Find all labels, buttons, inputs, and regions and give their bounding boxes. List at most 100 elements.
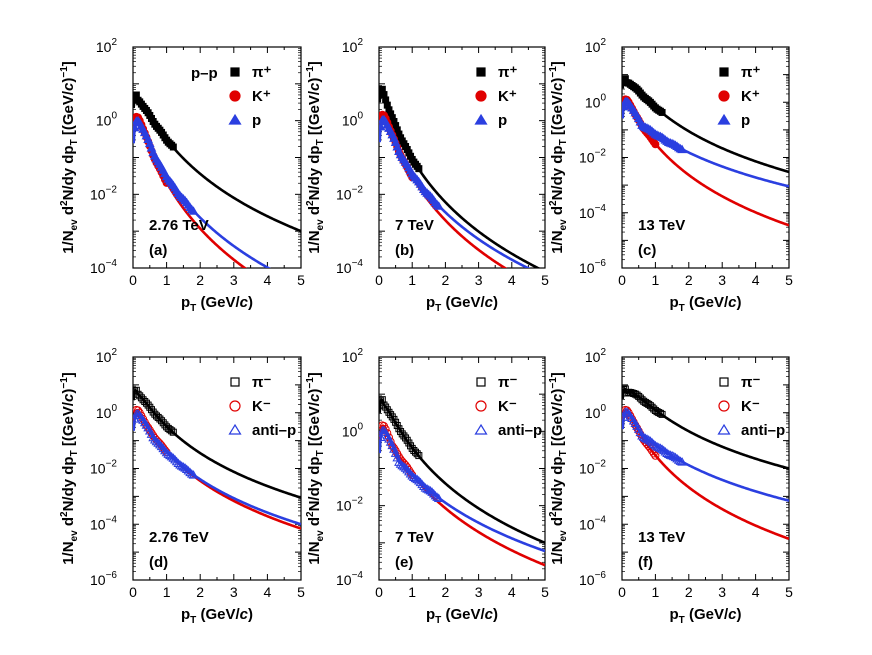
y-tick-label: 102 — [96, 37, 118, 55]
legend-marker — [719, 377, 729, 387]
plot-area — [379, 396, 545, 567]
data-point — [418, 481, 429, 491]
x-tick-label: 4 — [508, 272, 516, 288]
y-axis-label: 1/Nev d2N/dy dpT [(GeV/c)−1] — [305, 372, 326, 565]
energy-label: 7 TeV — [395, 529, 434, 546]
legend-marker — [476, 67, 486, 77]
x-tick-label: 4 — [752, 272, 760, 288]
legend-marker — [719, 67, 729, 77]
data-point — [432, 492, 442, 501]
energy-label: 2.76 TeV — [149, 217, 209, 234]
x-tick-label: 3 — [230, 272, 238, 288]
y-axis-label: 1/Nev d2N/dy dpT [(GeV/c)−1] — [548, 372, 569, 565]
legend-label: π⁻ — [741, 374, 760, 391]
data-point — [169, 143, 177, 151]
legend-marker — [229, 90, 241, 102]
x-tick-label: 1 — [408, 584, 416, 600]
data-point — [168, 427, 176, 435]
data-point — [395, 459, 406, 468]
data-point — [397, 460, 408, 470]
data-point — [181, 464, 192, 473]
data-point — [651, 140, 660, 149]
x-tick-label: 0 — [618, 272, 626, 288]
x-tick-label: 5 — [297, 584, 305, 600]
data-point — [415, 165, 423, 173]
data-point — [153, 438, 164, 447]
y-tick-label: 102 — [585, 37, 607, 55]
x-tick-label: 4 — [752, 584, 760, 600]
data-point — [415, 452, 423, 460]
data-point — [413, 450, 421, 458]
y-tick-label: 10−4 — [336, 258, 363, 276]
data-point — [622, 407, 632, 416]
data-point — [425, 485, 436, 495]
data-point — [645, 436, 656, 445]
data-point — [183, 466, 194, 475]
data-point — [155, 439, 165, 449]
legend-marker — [228, 423, 242, 435]
x-tick-label: 2 — [442, 584, 450, 600]
data-point — [186, 469, 197, 478]
x-tick-label: 2 — [196, 584, 204, 600]
x-tick-label: 3 — [230, 584, 238, 600]
x-tick-label: 5 — [541, 272, 549, 288]
plot-area — [622, 385, 789, 541]
data-point — [400, 463, 411, 472]
x-tick-label: 1 — [652, 272, 660, 288]
legend-label: π⁺ — [498, 64, 517, 81]
x-tick-label: 2 — [196, 272, 204, 288]
legend-label: K⁺ — [252, 88, 271, 105]
legend-label: K⁻ — [741, 398, 760, 415]
x-tick-label: 0 — [375, 272, 383, 288]
data-point — [658, 108, 666, 116]
legend-label: anti–p — [741, 422, 785, 439]
x-axis-label: pT (GeV/c) — [181, 606, 253, 626]
plot-frame — [621, 46, 790, 269]
data-point — [394, 457, 404, 466]
legend-marker — [230, 67, 240, 77]
x-tick-label: 4 — [508, 584, 516, 600]
energy-label: 7 TeV — [395, 217, 434, 234]
legend-marker — [475, 90, 487, 102]
data-point — [657, 444, 667, 453]
data-point — [423, 484, 434, 494]
data-point — [169, 428, 177, 436]
system-label: p–p — [191, 65, 218, 82]
x-tick-label: 3 — [475, 272, 483, 288]
panel-e: 0 1 2 3 4 5 10−4 10−2 100 102 pT (GeV/c) 1/Nev d2N/… — [305, 347, 549, 626]
legend-label: anti–p — [498, 422, 542, 439]
legend-marker — [475, 400, 487, 412]
data-point — [151, 436, 162, 446]
x-axis-label: pT (GeV/c) — [181, 294, 253, 314]
panel-c: 0 1 2 3 4 5 10−6 10−4 10−2 100 102 pT (GeV/c) 1/Nev … — [548, 37, 793, 314]
x-tick-label: 1 — [652, 584, 660, 600]
fit-curve — [622, 100, 789, 188]
y-tick-label: 10−2 — [90, 459, 117, 477]
plot-frame — [132, 356, 302, 581]
y-tick-label: 100 — [96, 403, 118, 421]
fit-curve — [133, 388, 301, 499]
y-axis-label: 1/Nev d2N/dy dpT [(GeV/c)−1] — [548, 61, 569, 254]
data-point — [171, 456, 182, 466]
x-axis-label: pT (GeV/c) — [670, 294, 742, 314]
x-tick-label: 5 — [297, 272, 305, 288]
data-point — [655, 443, 666, 452]
data-point — [647, 437, 657, 447]
panel-b: 0 1 2 3 4 5 10−4 10−2 100 102 pT (GeV/c) 1/Nev d2N/… — [305, 37, 549, 314]
y-tick-label: 10−6 — [579, 258, 606, 276]
x-tick-label: 1 — [408, 272, 416, 288]
plot-frame — [621, 356, 790, 581]
legend-label: p — [498, 112, 507, 129]
data-point — [410, 473, 421, 483]
x-tick-label: 1 — [163, 272, 171, 288]
data-point — [168, 453, 179, 462]
y-tick-label: 10−6 — [579, 570, 606, 588]
x-tick-label: 2 — [442, 272, 450, 288]
legend-label: p — [741, 112, 750, 129]
legend-marker — [228, 113, 242, 125]
y-tick-label: 100 — [342, 421, 364, 439]
x-tick-label: 2 — [685, 272, 693, 288]
legend-label: K⁺ — [498, 88, 517, 105]
data-point — [379, 396, 386, 404]
panel-label: (a) — [149, 242, 167, 259]
